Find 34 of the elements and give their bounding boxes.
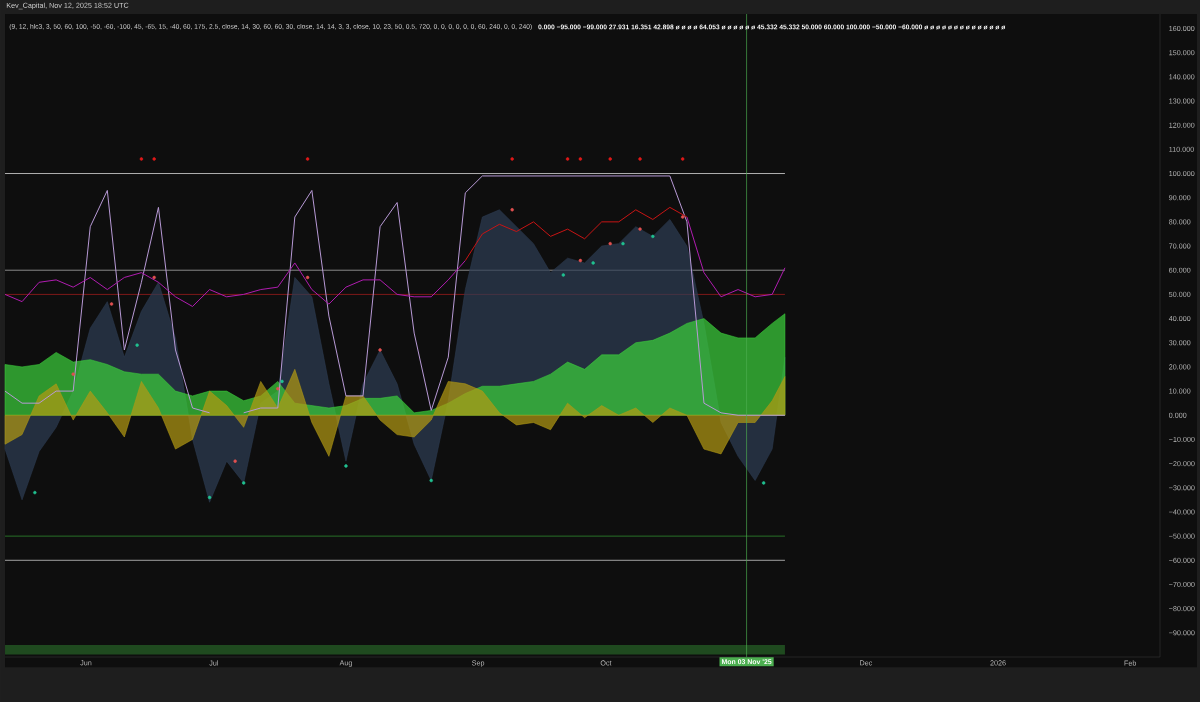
point bbox=[680, 215, 685, 219]
point bbox=[510, 208, 514, 212]
point bbox=[638, 157, 642, 161]
point bbox=[109, 302, 114, 306]
point bbox=[241, 481, 246, 485]
point bbox=[608, 157, 612, 161]
point bbox=[305, 275, 310, 280]
point bbox=[152, 157, 156, 161]
point bbox=[578, 157, 583, 161]
point bbox=[152, 275, 156, 280]
point bbox=[305, 157, 310, 161]
point bbox=[591, 261, 595, 265]
point bbox=[276, 386, 280, 391]
point bbox=[561, 273, 566, 277]
point bbox=[233, 459, 237, 463]
point bbox=[565, 157, 570, 161]
point bbox=[638, 227, 642, 231]
point bbox=[378, 348, 382, 352]
point bbox=[139, 157, 144, 161]
point bbox=[135, 343, 139, 347]
point bbox=[280, 379, 284, 384]
point bbox=[510, 157, 514, 161]
point bbox=[761, 481, 766, 485]
point bbox=[429, 478, 433, 483]
point bbox=[344, 464, 348, 468]
point bbox=[680, 157, 685, 161]
point bbox=[621, 241, 625, 246]
point bbox=[578, 258, 583, 263]
point bbox=[71, 372, 75, 376]
point bbox=[33, 490, 37, 495]
point bbox=[651, 234, 655, 239]
point bbox=[608, 241, 612, 246]
line-series bbox=[464, 206, 688, 262]
point bbox=[207, 495, 212, 500]
